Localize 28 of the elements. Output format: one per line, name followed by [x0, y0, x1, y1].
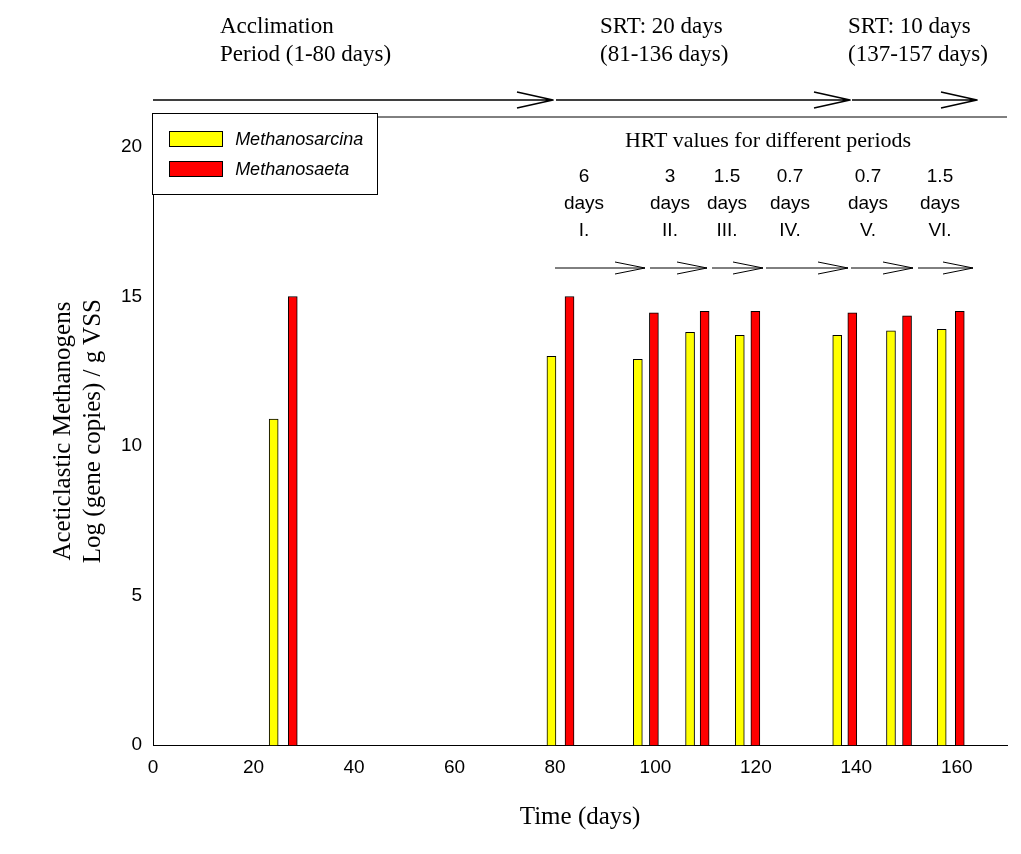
y-tick-label: 15: [120, 284, 143, 306]
text: SRT: 10 days (137-157 days): [848, 12, 988, 68]
x-tick-label: 80: [544, 755, 566, 777]
legend-label: Methanosaeta: [235, 158, 350, 180]
text: SRT: 20 days (81-136 days): [600, 12, 729, 68]
x-tick-label: 60: [443, 755, 466, 777]
legend-label: Methanosarcina: [235, 128, 364, 150]
y-tick-label: 10: [120, 434, 143, 456]
x-tick-label: 160: [940, 755, 973, 777]
annotation: 6 days I.: [563, 164, 605, 242]
y-axis-title: Aceticlastic Methanogens Log (gene copies) / g VSS: [47, 299, 106, 564]
x-axis-title: Time (days): [519, 801, 641, 830]
annotation: 1.5 days III.: [706, 164, 748, 242]
y-tick-label: 5: [131, 583, 143, 605]
annotation: 0.7 days V.: [847, 164, 889, 242]
x-tick-label: 100: [639, 755, 672, 777]
annotation: 3 days II.: [649, 164, 691, 242]
x-tick-label: 0: [147, 755, 159, 777]
x-tick-label: 140: [840, 755, 873, 777]
annotation: HRT values for different periods: [624, 127, 912, 154]
y-tick-label: 20: [120, 135, 143, 157]
annotation: 1.5 days VI.: [919, 164, 961, 242]
x-tick-label: 40: [343, 755, 365, 777]
x-tick-label: 120: [740, 755, 772, 777]
y-tick-label: 0: [131, 733, 143, 755]
x-tick-label: 20: [243, 755, 265, 777]
text: Acclimation Period (1-80 days): [220, 12, 392, 68]
annotation: 0.7 days IV.: [769, 164, 811, 242]
